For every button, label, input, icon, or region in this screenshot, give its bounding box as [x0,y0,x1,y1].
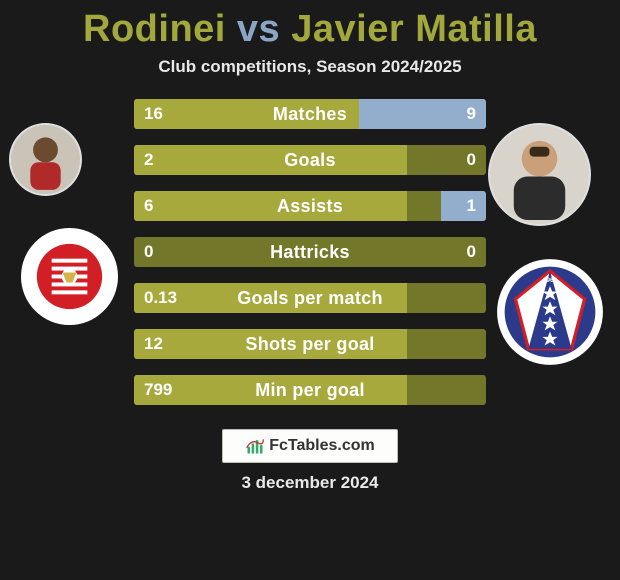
club-badge-icon [20,227,119,326]
stat-bar-left-fill [134,375,407,405]
avatar-placeholder-icon [490,125,589,224]
player2-club-badge: 1966 [496,258,604,366]
stat-bar-left-fill [134,329,407,359]
avatar-placeholder-icon [11,125,80,194]
fctables-logo[interactable]: FcTables.com [222,429,398,463]
stat-row: 61Assists [134,191,486,221]
club-badge-icon: 1966 [496,258,604,366]
player1-club-badge [20,227,119,326]
player1-avatar [9,123,82,196]
bar-chart-icon [245,436,265,456]
stat-bar-left-fill [134,145,407,175]
stat-bars: 169Matches 20Goals 61Assists 00Hattricks 0.1… [134,99,486,405]
fctables-logo-text: FcTables.com [269,437,375,455]
title-player2: Javier Matilla [291,8,537,50]
stat-row: 20Goals [134,145,486,175]
comparison-card: Rodinei vs Javier Matilla Club competiti… [0,0,620,580]
subtitle: Club competitions, Season 2024/2025 [0,57,620,77]
stat-row: 169Matches [134,99,486,129]
stat-bar-track [134,237,486,267]
stat-row: 799Min per goal [134,375,486,405]
player2-avatar [488,123,591,226]
stat-row: 00Hattricks [134,237,486,267]
footer-date: 3 december 2024 [0,473,620,493]
stat-bar-left-fill [134,99,359,129]
title-vs: vs [237,8,280,50]
stat-bar-right-fill [359,99,486,129]
stat-bar-left-fill [134,191,407,221]
stat-bar-left-fill [134,283,407,313]
stat-row: 12Shots per goal [134,329,486,359]
page-title: Rodinei vs Javier Matilla [0,8,620,51]
svg-text:1966: 1966 [543,277,558,284]
stat-row: 0.13Goals per match [134,283,486,313]
stat-bar-right-fill [441,191,486,221]
title-player1: Rodinei [83,8,226,50]
